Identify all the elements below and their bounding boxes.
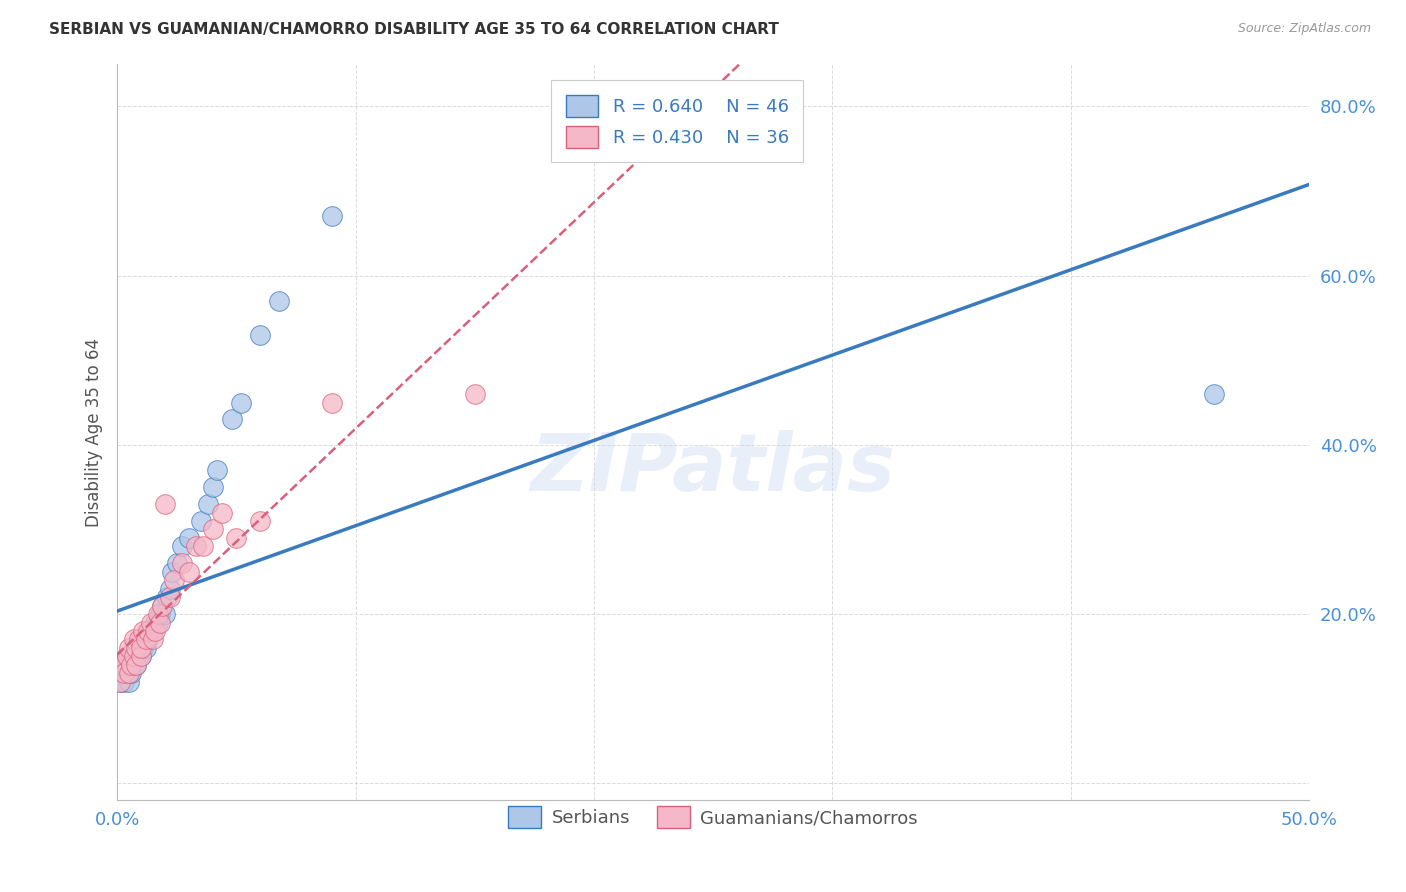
Point [146, 607, 169, 621]
Point [115, 666, 138, 681]
Text: ZIPatlas: ZIPatlas [530, 430, 896, 508]
Point [136, 624, 159, 638]
Point [152, 599, 174, 613]
Point [139, 615, 162, 630]
Point [111, 657, 134, 672]
Point [221, 412, 243, 426]
Point [112, 657, 135, 672]
Point [112, 674, 135, 689]
Point [125, 640, 148, 655]
Point [129, 640, 152, 655]
Point [129, 632, 152, 647]
Point [125, 657, 148, 672]
Point [159, 590, 181, 604]
Point [122, 640, 145, 655]
Point [146, 615, 169, 630]
Point [122, 657, 145, 672]
Point [132, 632, 155, 647]
Point [143, 615, 166, 630]
Point [166, 556, 188, 570]
Point [149, 607, 172, 621]
Point [163, 573, 186, 587]
Point [231, 395, 253, 409]
Point [136, 632, 159, 647]
Point [115, 649, 138, 664]
Point [153, 607, 176, 621]
Point [128, 649, 150, 664]
Point [177, 531, 200, 545]
Y-axis label: Disability Age 35 to 64: Disability Age 35 to 64 [86, 338, 103, 526]
Legend: Serbians, Guamanians/Chamorros: Serbians, Guamanians/Chamorros [501, 799, 925, 836]
Point [129, 649, 152, 664]
Point [128, 640, 150, 655]
Point [111, 666, 134, 681]
Point [121, 657, 143, 672]
Point [135, 632, 157, 647]
Point [153, 497, 176, 511]
Point [170, 540, 193, 554]
Point [115, 649, 138, 664]
Point [156, 590, 179, 604]
Point [321, 395, 343, 409]
Point [108, 674, 131, 689]
Point [211, 506, 233, 520]
Point [118, 657, 141, 672]
Point [197, 497, 219, 511]
Point [142, 624, 165, 638]
Point [159, 582, 181, 596]
Point [249, 327, 271, 342]
Point [201, 523, 224, 537]
Point [122, 632, 145, 647]
Point [184, 540, 207, 554]
Point [112, 666, 135, 681]
Point [143, 624, 166, 638]
Point [135, 632, 157, 647]
Point [125, 657, 148, 672]
Point [225, 531, 247, 545]
Point [132, 640, 155, 655]
Point [177, 565, 200, 579]
Point [142, 632, 165, 647]
Point [149, 615, 172, 630]
Point [464, 387, 486, 401]
Point [321, 210, 343, 224]
Point [191, 540, 214, 554]
Point [190, 514, 212, 528]
Point [207, 463, 229, 477]
Text: SERBIAN VS GUAMANIAN/CHAMORRO DISABILITY AGE 35 TO 64 CORRELATION CHART: SERBIAN VS GUAMANIAN/CHAMORRO DISABILITY… [49, 22, 779, 37]
Point [128, 632, 150, 647]
Point [160, 565, 183, 579]
Point [121, 666, 143, 681]
Point [132, 624, 155, 638]
Point [118, 674, 141, 689]
Point [121, 649, 143, 664]
Point [129, 649, 152, 664]
Point [118, 640, 141, 655]
Point [139, 624, 162, 638]
Point [108, 674, 131, 689]
Point [1202, 387, 1225, 401]
Point [170, 556, 193, 570]
Point [135, 640, 157, 655]
Point [201, 480, 224, 494]
Point [152, 599, 174, 613]
Point [249, 514, 271, 528]
Point [269, 293, 291, 308]
Point [122, 649, 145, 664]
Point [118, 666, 141, 681]
Point [125, 640, 148, 655]
Text: Source: ZipAtlas.com: Source: ZipAtlas.com [1237, 22, 1371, 36]
